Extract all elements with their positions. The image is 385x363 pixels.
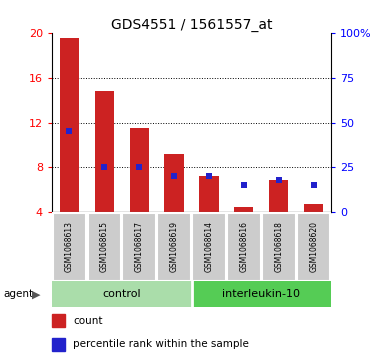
Bar xyxy=(262,213,296,281)
Text: GSM1068619: GSM1068619 xyxy=(169,221,179,272)
Text: GSM1068620: GSM1068620 xyxy=(309,221,318,272)
Bar xyxy=(192,213,226,281)
Text: control: control xyxy=(102,289,141,299)
Text: GSM1068616: GSM1068616 xyxy=(239,221,248,272)
Text: ▶: ▶ xyxy=(32,289,40,299)
Bar xyxy=(122,213,156,281)
Bar xyxy=(164,154,184,212)
Bar xyxy=(52,338,65,351)
Text: count: count xyxy=(73,315,102,326)
Bar xyxy=(60,38,79,212)
Title: GDS4551 / 1561557_at: GDS4551 / 1561557_at xyxy=(111,18,272,32)
Bar xyxy=(192,281,331,307)
Bar xyxy=(53,213,86,281)
Text: percentile rank within the sample: percentile rank within the sample xyxy=(73,339,249,349)
Bar xyxy=(234,207,253,212)
Bar xyxy=(130,128,149,212)
Bar xyxy=(269,180,288,212)
Bar xyxy=(304,204,323,212)
Bar xyxy=(87,213,121,281)
Text: agent: agent xyxy=(4,289,34,299)
Text: GSM1068615: GSM1068615 xyxy=(100,221,109,272)
Bar xyxy=(227,213,261,281)
Bar xyxy=(52,281,192,307)
Text: GSM1068614: GSM1068614 xyxy=(204,221,214,272)
Bar xyxy=(95,91,114,212)
Bar xyxy=(199,176,219,212)
Bar xyxy=(157,213,191,281)
Text: interleukin-10: interleukin-10 xyxy=(222,289,300,299)
Text: GSM1068617: GSM1068617 xyxy=(135,221,144,272)
Text: GSM1068613: GSM1068613 xyxy=(65,221,74,272)
Text: GSM1068618: GSM1068618 xyxy=(274,221,283,272)
Bar xyxy=(52,314,65,327)
Bar xyxy=(297,213,330,281)
